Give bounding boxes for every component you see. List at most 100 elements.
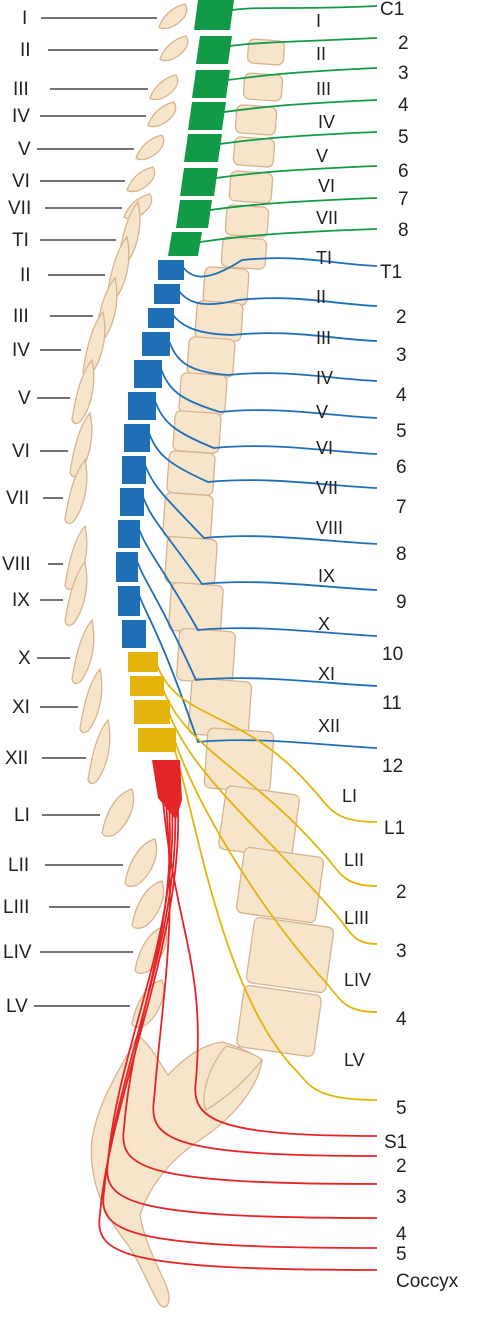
nerve-cervical-3 [227,67,378,81]
nerve-label-cervical-4: 4 [398,95,409,116]
vertebra-label-c1: I [316,11,321,31]
nerve-thoracic-1 [181,257,378,278]
vertebral-body-t1 [220,236,268,270]
nerve-thoracic-6 [153,397,378,455]
cord-segment-thoracic-5 [134,360,162,388]
sacrum [90,1033,263,1308]
cord-segment-lumbar-4 [138,728,176,752]
vertebra-label-c2: II [316,44,326,64]
nerve-label-cervical-7: 7 [398,189,409,210]
left-label-c6: VI [12,171,30,192]
vertebral-body-l4 [245,916,335,994]
nerve-thoracic-8 [143,461,378,545]
vertebral-body-l5 [236,985,322,1057]
cord-segment-thoracic-12 [118,586,140,616]
labels: IIIIIIIVVVIVIITIIIIIIIVVVIVIIVIIIIXXXIXI… [2,0,459,1292]
nerve-cervical-4 [223,99,378,113]
nerve-label-sacral-5: 5 [396,1244,407,1265]
vertebra-label-t12: XII [318,716,340,736]
nerve-sacral-5 [102,789,378,1249]
vertebra-label-l3: LIII [344,908,369,928]
nerve-thoracic-4 [167,337,378,382]
left-label-t2: II [20,265,31,286]
cord-segment-thoracic-2 [154,284,180,304]
spinous-process-c4 [147,101,177,128]
left-label-c1: I [22,8,27,29]
left-label-c7: VII [8,198,31,219]
left-label-t12: XII [5,748,28,769]
cord-segment-thoracic-6 [128,392,156,420]
vertebra-label-t8: VIII [316,518,343,538]
nerve-label-thoracic-12: 12 [382,756,403,777]
cord-segment-thoracic-8 [122,456,146,484]
vertebra-label-t6: VI [316,438,333,458]
vertebra-label-t1: TI [316,248,332,268]
vertebral-body-c7 [224,204,270,238]
nerve-cervical-8 [199,228,378,243]
left-label-t3: III [13,306,29,327]
left-label-l5: LV [6,996,28,1017]
nerve-lumbar-1 [155,661,378,823]
spinous-process-c1 [158,3,188,30]
nerve-lumbar-4 [173,737,378,1013]
nerve-label-lumbar-4: 4 [396,1009,407,1030]
vertebral-body-c4 [234,104,278,136]
nerve-thoracic-12 [137,591,378,749]
spinous-process-t6 [69,411,93,478]
spinous-process-c2 [159,35,189,62]
nerve-label-thoracic-1: T1 [380,262,402,283]
vertebral-body-c3 [242,72,284,102]
spinous-process-t5 [71,358,95,425]
nerve-label-thoracic-5: 5 [396,421,407,442]
cord-segment-thoracic-10 [118,520,140,548]
nerve-label-lumbar-2: 2 [396,882,407,903]
cord-segment-lumbar-3 [134,700,170,724]
nerve-thoracic-11 [135,557,378,687]
nerve-label-thoracic-11: 11 [382,693,402,714]
vertebral-body-t5 [178,372,228,416]
cord-segment-thoracic-3 [148,308,174,328]
vertebral-body-c6 [228,170,274,204]
cord-segment-cervical-7 [176,200,212,228]
nerve-label-lumbar-1: L1 [384,818,405,839]
nerve-thoracic-9 [141,493,378,591]
cord-segment-lumbar-2 [130,676,164,696]
left-label-t10: X [18,648,31,669]
vertebral-body-c5 [232,136,276,168]
nerve-label-cervical-5: 5 [398,127,409,148]
nerve-label-thoracic-10: 10 [382,644,403,665]
spinous-process-c3 [149,74,179,101]
nerve-label-sacral-1: S1 [384,1132,407,1153]
left-label-c5: V [18,139,31,160]
nerve-thoracic-7 [147,429,378,489]
vertebral-body-t8 [162,492,214,540]
spinous-process-t7 [64,458,88,525]
sacrum-coccyx [90,1033,263,1308]
spinous-process-t8 [64,524,88,591]
spinal-nerves [98,5,378,1271]
vertebra-label-t2: II [316,287,326,307]
cord-segment-thoracic-13 [122,620,146,648]
nerve-label-thoracic-3: 3 [396,345,407,366]
nerve-label-thoracic-4: 4 [396,385,407,406]
nerve-cervical-7 [209,197,378,211]
cord-segment-thoracic-7 [124,424,150,452]
left-label-l1: LI [14,805,30,826]
cord-segment-thoracic-9 [120,488,144,516]
vertebral-body-c2 [246,38,286,66]
nerve-label-cervical-6: 6 [398,161,409,182]
nerve-label-sacral-6: Coccyx [396,1271,459,1292]
vertebra-label-t4: IV [316,368,333,388]
spinous-process-l3 [131,880,165,929]
vertebra-label-l1: LI [342,786,357,806]
nerve-lumbar-3 [167,709,378,945]
nerve-thoracic-2 [177,289,378,307]
spinous-process-l2 [124,838,158,887]
cord-segment-lumbar-1 [128,652,158,672]
cord-segment-cervical-8 [168,232,202,256]
nerve-cervical-6 [215,165,378,179]
left-label-t8: VIII [2,554,31,575]
left-label-t5: V [18,388,31,409]
spinous-process-l1 [101,788,135,837]
vertebra-label-c5: V [316,146,328,166]
